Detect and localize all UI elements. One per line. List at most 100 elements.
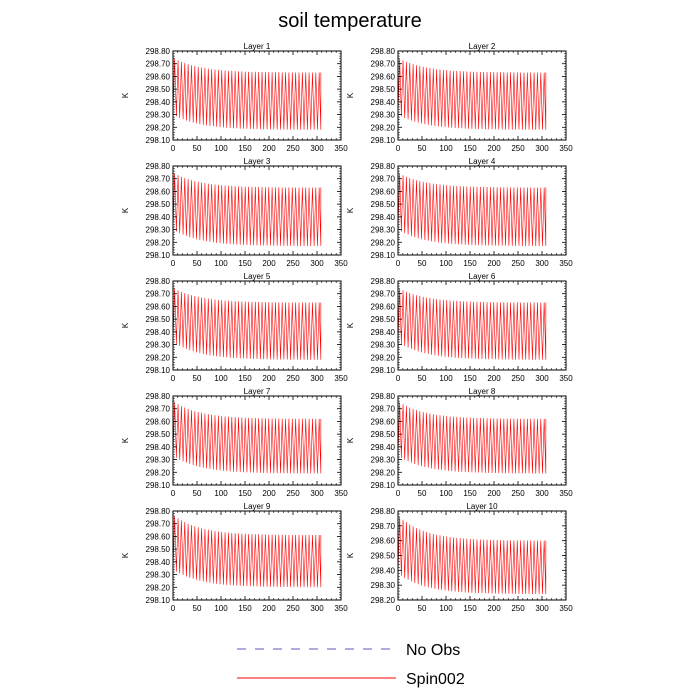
y-tick-label: 298.20: [146, 583, 171, 592]
y-tick-label: 298.50: [371, 85, 396, 94]
y-tick-label: 298.50: [146, 430, 171, 439]
y-tick-label: 298.30: [371, 456, 396, 465]
y-tick-label: 298.20: [371, 353, 396, 362]
x-tick-label: 150: [238, 374, 252, 383]
x-tick-label: 200: [262, 489, 276, 498]
y-tick-label: 298.40: [146, 328, 171, 337]
panel-layer-1: Layer 1 K 0 50 100 150 200 250 300 350 298.10 298.2…: [121, 42, 348, 153]
panel-layer-6: Layer 6 K 0 50 100 150 200 250 300 350 298.10 298.2…: [346, 272, 573, 383]
y-tick-label: 298.70: [146, 290, 171, 299]
y-tick-label: 298.20: [146, 238, 171, 247]
x-tick-label: 350: [559, 259, 573, 268]
plot-frame: [172, 165, 342, 256]
x-tick-label: 200: [262, 604, 276, 613]
y-tick-label: 298.60: [146, 187, 171, 196]
y-tick-label: 298.80: [371, 507, 396, 516]
legend-label-no-obs: No Obs: [406, 642, 460, 659]
panels-grid: Layer 1 K 0 50 100 150 200 250 300 350 298.10 298.2…: [121, 42, 573, 613]
x-tick-label: 250: [286, 144, 300, 153]
series-spin002: [172, 58, 322, 130]
panel-title: Layer 8: [469, 387, 496, 396]
legend-label-spin002: Spin002: [406, 671, 465, 688]
y-tick-label: 298.30: [146, 456, 171, 465]
x-tick-label: 200: [487, 144, 501, 153]
x-tick-label: 200: [487, 374, 501, 383]
x-tick-label: 250: [511, 489, 525, 498]
x-tick-label: 200: [262, 374, 276, 383]
x-tick-label: 0: [396, 144, 401, 153]
panel-title: Layer 2: [469, 42, 496, 51]
y-tick-label: 298.50: [146, 200, 171, 209]
series-spin002: [172, 402, 322, 474]
x-tick-label: 350: [334, 144, 348, 153]
y-axis-label: K: [346, 207, 355, 213]
y-tick-label: 298.40: [371, 566, 396, 575]
y-axis-label: K: [346, 92, 355, 98]
panel-title: Layer 10: [466, 502, 498, 511]
y-tick-label: 298.70: [371, 60, 396, 69]
x-tick-label: 350: [334, 604, 348, 613]
y-tick-label: 298.30: [146, 341, 171, 350]
x-tick-label: 250: [286, 489, 300, 498]
x-tick-label: 150: [238, 259, 252, 268]
y-tick-label: 298.20: [371, 123, 396, 132]
y-tick-label: 298.50: [371, 200, 396, 209]
x-tick-label: 100: [214, 604, 228, 613]
y-tick-label: 298.80: [146, 507, 171, 516]
panel-title: Layer 3: [244, 157, 271, 166]
y-axis-label: K: [121, 437, 130, 443]
series-spin002: [172, 288, 322, 360]
x-tick-label: 0: [396, 259, 401, 268]
x-tick-label: 200: [487, 259, 501, 268]
y-tick-label: 298.50: [146, 315, 171, 324]
x-tick-label: 350: [559, 604, 573, 613]
y-axis-label: K: [346, 552, 355, 558]
y-tick-label: 298.70: [146, 60, 171, 69]
plot-frame: [397, 280, 567, 371]
y-tick-label: 298.70: [146, 405, 171, 414]
y-tick-label: 298.10: [371, 251, 396, 260]
y-tick-label: 298.40: [371, 213, 396, 222]
x-tick-label: 0: [396, 489, 401, 498]
x-tick-label: 200: [487, 489, 501, 498]
y-axis-label: K: [346, 322, 355, 328]
x-tick-label: 300: [535, 374, 549, 383]
figure-title: soil temperature: [278, 10, 421, 32]
x-tick-label: 250: [511, 259, 525, 268]
y-tick-label: 298.30: [146, 226, 171, 235]
x-tick-label: 0: [171, 489, 176, 498]
y-tick-label: 298.40: [146, 443, 171, 452]
y-tick-label: 298.60: [371, 187, 396, 196]
y-tick-label: 298.40: [146, 213, 171, 222]
y-axis-label: K: [346, 437, 355, 443]
y-tick-label: 298.80: [146, 47, 171, 56]
x-tick-label: 150: [238, 489, 252, 498]
y-tick-label: 298.20: [146, 353, 171, 362]
y-tick-label: 298.70: [146, 520, 171, 529]
panel-title: Layer 4: [469, 157, 496, 166]
series-spin002: [397, 173, 547, 247]
y-tick-label: 298.50: [371, 552, 396, 561]
y-tick-label: 298.60: [146, 532, 171, 541]
y-tick-label: 298.10: [371, 366, 396, 375]
x-tick-label: 50: [418, 144, 427, 153]
x-tick-label: 0: [396, 604, 401, 613]
series-spin002: [397, 402, 547, 474]
y-tick-label: 298.60: [371, 72, 396, 81]
plot-frame: [397, 50, 567, 141]
x-tick-label: 350: [334, 489, 348, 498]
y-tick-label: 298.50: [146, 85, 171, 94]
x-tick-label: 250: [286, 604, 300, 613]
y-axis-label: K: [121, 207, 130, 213]
plot-frame: [172, 395, 342, 486]
x-tick-label: 50: [418, 489, 427, 498]
y-tick-label: 298.10: [146, 596, 171, 605]
y-tick-label: 298.40: [371, 98, 396, 107]
y-axis-label: K: [121, 92, 130, 98]
y-tick-label: 298.80: [371, 162, 396, 171]
x-tick-label: 50: [193, 374, 202, 383]
series-spin002: [397, 516, 547, 594]
x-tick-label: 300: [310, 604, 324, 613]
x-tick-label: 350: [334, 259, 348, 268]
